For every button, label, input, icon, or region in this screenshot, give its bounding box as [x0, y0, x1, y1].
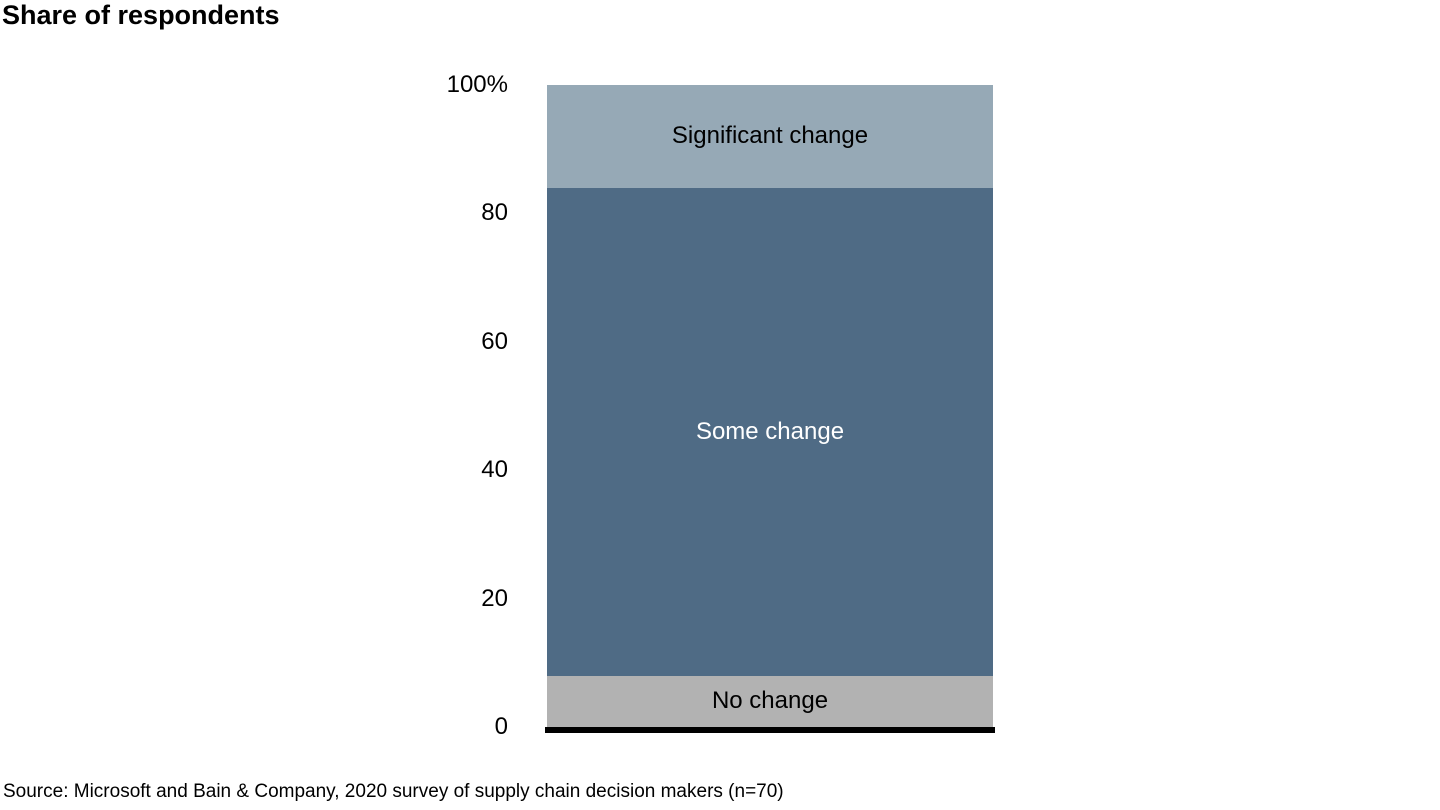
bar-segment-significant-change: Significant change	[547, 85, 993, 188]
y-tick-label-100: 100%	[446, 71, 508, 98]
source-note: Source: Microsoft and Bain & Company, 20…	[3, 781, 784, 802]
bar-segment-some-change: Some change	[547, 187, 993, 676]
y-tick-label-20: 20	[481, 584, 508, 612]
y-tick-label-40: 40	[481, 456, 508, 484]
bar-segment-label: Some change	[695, 417, 845, 445]
bar-segment-no-change: No change	[547, 675, 993, 727]
y-tick-label-80: 80	[481, 199, 508, 227]
page-title: Share of respondents	[2, 0, 280, 30]
stacked-bar: Significant change Some change No change	[547, 85, 993, 727]
y-tick-label-0: 0	[494, 713, 508, 740]
x-axis-line	[545, 727, 995, 733]
y-tick-label-60: 60	[481, 327, 508, 355]
y-axis: 0 20 40 60 80 100%	[0, 0, 508, 810]
bar-segment-label: No change	[711, 687, 829, 715]
bar-segment-label: Significant change	[671, 122, 869, 150]
